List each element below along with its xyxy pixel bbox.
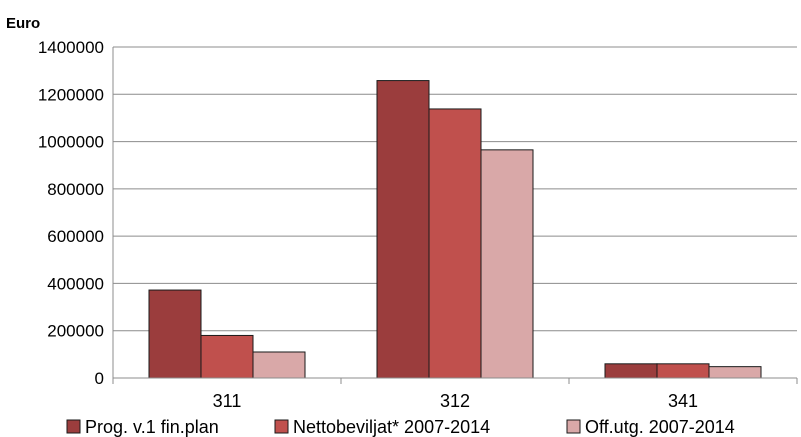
legend: Prog. v.1 fin.plan Nettobeviljat* 2007-20… (66, 417, 735, 437)
legend-label: Nettobeviljat* 2007-2014 (293, 417, 490, 437)
y-tick-label: 0 (95, 369, 104, 388)
legend-label: Off.utg. 2007-2014 (585, 417, 735, 437)
y-axis-label: Euro (6, 15, 40, 32)
y-tick-label: 800000 (47, 180, 104, 199)
bar (148, 289, 202, 379)
category-labels: 311 312 341 (213, 391, 698, 411)
bar (376, 80, 430, 379)
legend-label: Prog. v.1 fin.plan (85, 417, 219, 437)
bar (252, 351, 306, 379)
bar (200, 334, 254, 379)
bar (708, 366, 762, 379)
y-tick-label: 1000000 (38, 133, 104, 152)
y-tick-label: 1400000 (38, 38, 104, 57)
legend-swatch (274, 419, 289, 434)
y-tick-label: 1200000 (38, 85, 104, 104)
category-label: 311 (213, 391, 242, 411)
y-tick-label: 400000 (47, 274, 104, 293)
bar (604, 363, 658, 379)
bars (148, 80, 762, 379)
y-tick-label: 200000 (47, 322, 104, 341)
legend-swatch (66, 419, 81, 434)
y-tick-label: 600000 (47, 227, 104, 246)
bar (656, 363, 710, 379)
bar (428, 108, 482, 379)
legend-swatch (566, 419, 581, 434)
category-label: 341 (668, 391, 698, 411)
y-tick-labels: 0 200000 400000 600000 800000 1000000 1200000 1… (38, 38, 104, 388)
bar (480, 149, 534, 379)
category-label: 312 (440, 391, 470, 411)
x-axis (112, 47, 798, 384)
